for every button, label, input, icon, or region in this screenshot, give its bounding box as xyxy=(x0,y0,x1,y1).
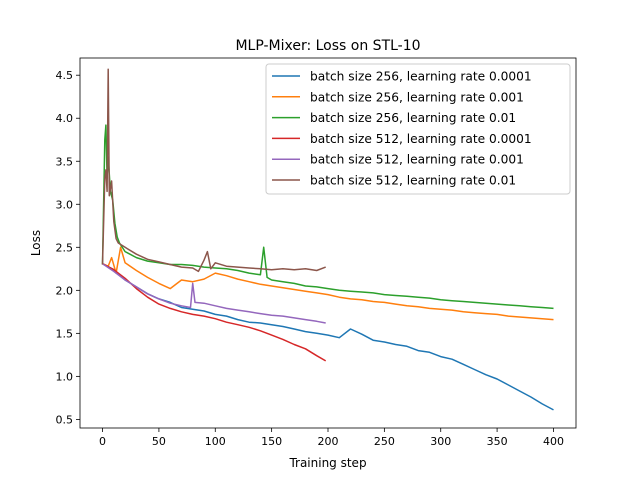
series-line-5 xyxy=(102,263,326,324)
legend-label-6: batch size 512, learning rate 0.01 xyxy=(310,174,516,188)
x-tick-label: 50 xyxy=(152,435,166,448)
y-tick-label: 3.0 xyxy=(56,198,74,211)
legend-label-2: batch size 256, learning rate 0.001 xyxy=(310,90,524,104)
x-tick-label: 100 xyxy=(205,435,226,448)
y-tick-label: 2.5 xyxy=(56,241,74,254)
y-axis-label: Loss xyxy=(29,230,43,256)
y-tick-label: 3.5 xyxy=(56,155,74,168)
x-tick-label: 0 xyxy=(99,435,106,448)
y-tick-label: 4.0 xyxy=(56,112,74,125)
legend-label-4: batch size 512, learning rate 0.0001 xyxy=(310,132,532,146)
x-axis-label: Training step xyxy=(288,456,366,470)
legend: batch size 256, learning rate 0.0001 batc… xyxy=(265,63,571,195)
series-line-4 xyxy=(102,263,327,362)
legend-label-1: batch size 256, learning rate 0.0001 xyxy=(310,70,532,84)
ticks-layer: 0 50 100 150 200 250 300 350 400 0.5 1.0 1.5 2.0 2.5 3… xyxy=(56,69,564,448)
series-line-6 xyxy=(101,68,326,273)
y-tick-label: 0.5 xyxy=(56,413,74,426)
series-line-1 xyxy=(102,263,554,411)
y-tick-label: 1.0 xyxy=(56,370,74,383)
series-line-3 xyxy=(101,124,554,310)
y-tick-label: 4.5 xyxy=(56,69,74,82)
legend-label-5: batch size 512, learning rate 0.001 xyxy=(310,153,524,167)
legend-label-3: batch size 256, learning rate 0.01 xyxy=(310,111,516,125)
chart-title: MLP-Mixer: Loss on STL-10 xyxy=(235,38,420,54)
x-tick-label: 250 xyxy=(374,435,395,448)
y-tick-label: 2.0 xyxy=(56,284,74,297)
x-tick-label: 400 xyxy=(543,435,564,448)
x-tick-label: 200 xyxy=(318,435,339,448)
x-tick-label: 350 xyxy=(487,435,508,448)
series-layer xyxy=(101,68,554,411)
x-tick-label: 300 xyxy=(430,435,451,448)
series-line-2 xyxy=(102,246,554,321)
y-tick-label: 1.5 xyxy=(56,327,74,340)
x-tick-label: 150 xyxy=(261,435,282,448)
legend-frame xyxy=(265,63,571,195)
